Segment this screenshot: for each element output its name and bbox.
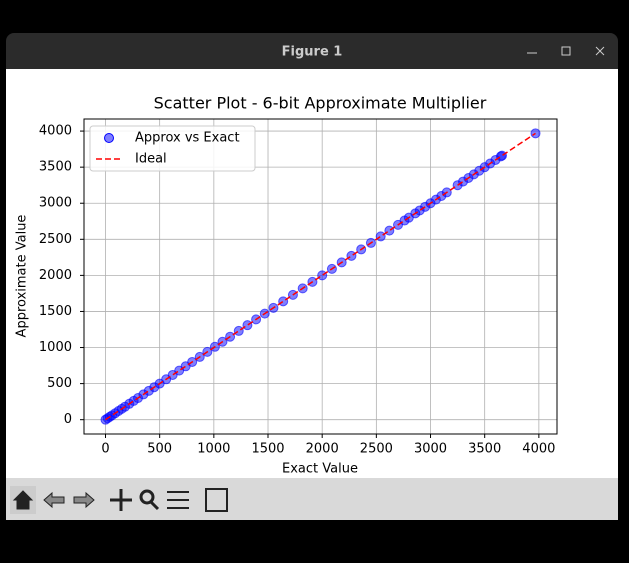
chart-title: Scatter Plot - 6-bit Approximate Multipl… <box>154 94 487 113</box>
zoom-button[interactable] <box>139 489 155 505</box>
pan-button[interactable] <box>110 489 132 511</box>
legend-label: Approx vs Exact <box>135 131 240 146</box>
y-axis-label: Approximate Value <box>15 215 30 338</box>
window-title: Figure 1 <box>282 45 343 60</box>
back-button[interactable] <box>43 491 65 509</box>
y-tick-label: 2500 <box>39 232 72 247</box>
y-tick-label: 500 <box>47 376 72 391</box>
x-tick-label: 1000 <box>197 442 230 457</box>
scatter-point <box>497 150 508 161</box>
x-tick-label: 2000 <box>306 442 339 457</box>
x-tick-label: 3500 <box>468 442 501 457</box>
y-tick-label: 1000 <box>39 340 72 355</box>
maximize-button[interactable] <box>561 46 571 56</box>
x-tick-label: 1500 <box>251 442 284 457</box>
save-button[interactable] <box>205 488 228 512</box>
legend-marker <box>104 133 114 143</box>
y-tick-label: 1500 <box>39 304 72 319</box>
y-tick-label: 4000 <box>39 124 72 139</box>
x-axis-label: Exact Value <box>282 462 358 477</box>
legend-box <box>89 125 256 172</box>
toolbar <box>6 478 618 520</box>
home-icon <box>12 490 34 510</box>
y-tick-label: 3500 <box>39 160 72 175</box>
y-tick-label: 3000 <box>39 196 72 211</box>
x-tick-label: 2500 <box>360 442 393 457</box>
y-tick-label: 0 <box>64 412 72 427</box>
legend-label: Ideal <box>135 152 167 167</box>
x-tick-label: 4000 <box>522 442 555 457</box>
configure-button[interactable] <box>167 491 189 509</box>
forward-button[interactable] <box>73 491 95 509</box>
y-tick-label: 2000 <box>39 268 72 283</box>
toolbar-icons <box>10 486 228 514</box>
scatter-point <box>346 250 357 261</box>
scatter-point <box>384 225 395 236</box>
scatter-point <box>278 296 289 307</box>
scatter-point <box>375 231 386 242</box>
scatter-point <box>317 270 328 281</box>
scatter-point <box>233 325 244 336</box>
scatter-point <box>242 320 253 331</box>
ideal-line <box>105 132 536 421</box>
axes-frame <box>83 118 558 435</box>
x-tick-label: 0 <box>101 442 109 457</box>
x-tick-label: 3000 <box>414 442 447 457</box>
close-button[interactable] <box>595 46 605 56</box>
x-tick-label: 500 <box>147 442 172 457</box>
zoom-handle <box>149 500 160 511</box>
